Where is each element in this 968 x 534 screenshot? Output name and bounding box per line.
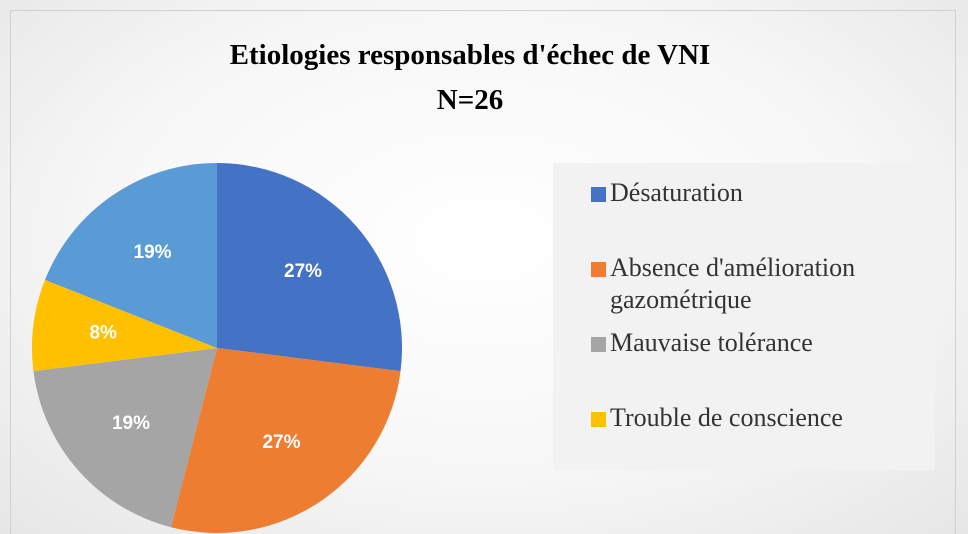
chart-subtitle: N=26 (437, 84, 503, 116)
legend-label: Absence d'amélioration gazométrique (610, 253, 856, 314)
pie-slice (33, 348, 218, 528)
legend-entry: Trouble de conscience (591, 402, 920, 434)
pie-slice (217, 163, 402, 372)
value-label: 19% (112, 413, 150, 434)
legend-swatch (591, 337, 606, 352)
chart-frame (10, 10, 956, 534)
legend-entry: Désaturation (591, 177, 920, 209)
legend-label: Désaturation (610, 178, 743, 207)
legend-entry: Mauvaise tolérance (591, 327, 920, 359)
pie-slice (44, 163, 217, 348)
value-label: 19% (134, 242, 172, 263)
pie-slice (31, 279, 217, 372)
legend-label: Mauvaise tolérance (610, 328, 813, 357)
legend: Désaturation Absence d'amélioration gazom… (553, 163, 935, 470)
pie-slice (170, 348, 401, 533)
value-label: 8% (89, 323, 117, 344)
value-label: 27% (284, 261, 322, 282)
chart-title: Etiologies responsables d'échec de VNI (230, 39, 711, 71)
legend-swatch (591, 262, 606, 277)
legend-swatch (591, 187, 606, 202)
legend-label: Trouble de conscience (610, 403, 843, 432)
value-label: 27% (262, 432, 300, 453)
legend-entry: Absence d'amélioration gazométrique (591, 252, 920, 316)
legend-swatch (591, 412, 606, 427)
